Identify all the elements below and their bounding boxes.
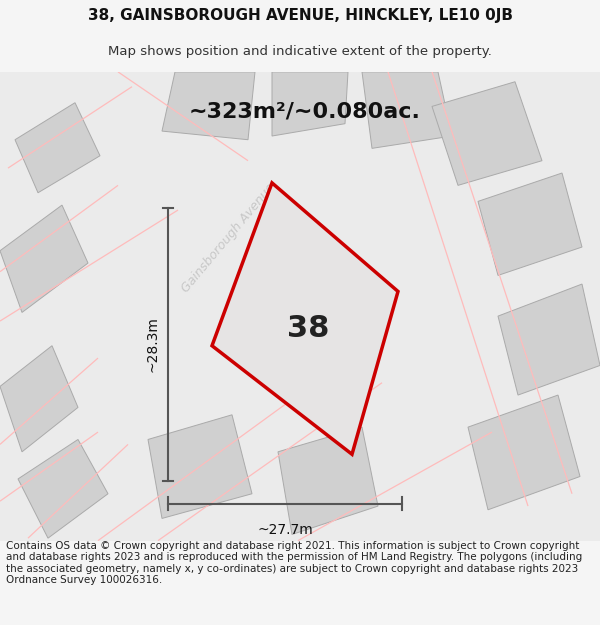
Polygon shape [0, 72, 600, 541]
Polygon shape [18, 439, 108, 538]
Polygon shape [212, 183, 398, 454]
Text: Gainsborough Avenue: Gainsborough Avenue [179, 181, 277, 296]
Text: Map shows position and indicative extent of the property.: Map shows position and indicative extent… [108, 45, 492, 58]
Text: 38: 38 [287, 314, 329, 343]
Text: ~27.7m: ~27.7m [257, 523, 313, 538]
Polygon shape [362, 72, 452, 148]
Polygon shape [498, 284, 600, 395]
Polygon shape [432, 82, 542, 186]
Polygon shape [148, 415, 252, 518]
Polygon shape [468, 395, 580, 510]
Text: 38, GAINSBOROUGH AVENUE, HINCKLEY, LE10 0JB: 38, GAINSBOROUGH AVENUE, HINCKLEY, LE10 … [88, 8, 512, 23]
Polygon shape [278, 427, 378, 534]
Text: ~323m²/~0.080ac.: ~323m²/~0.080ac. [189, 101, 421, 121]
Polygon shape [478, 173, 582, 276]
Polygon shape [0, 205, 88, 312]
Polygon shape [0, 72, 600, 541]
Text: Contains OS data © Crown copyright and database right 2021. This information is : Contains OS data © Crown copyright and d… [6, 541, 582, 586]
Text: ~28.3m: ~28.3m [146, 316, 160, 372]
Polygon shape [15, 102, 100, 192]
Polygon shape [272, 72, 348, 136]
Polygon shape [0, 346, 78, 452]
Polygon shape [162, 72, 255, 140]
